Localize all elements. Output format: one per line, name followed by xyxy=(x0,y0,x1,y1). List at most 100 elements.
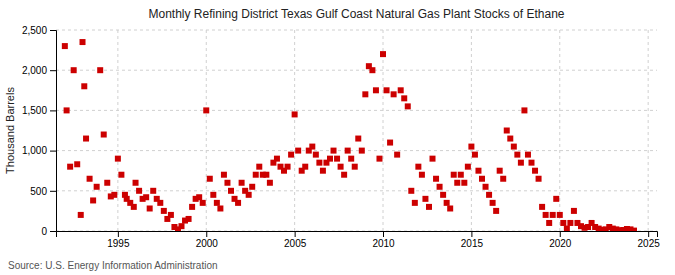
point xyxy=(224,180,230,186)
point xyxy=(384,87,390,93)
point xyxy=(408,188,414,194)
x-grid-line xyxy=(559,30,560,231)
point xyxy=(161,208,167,214)
y-tick-label: 2,000 xyxy=(22,65,47,76)
point xyxy=(267,180,273,186)
point xyxy=(387,140,393,146)
x-tick-mark xyxy=(648,231,649,237)
point xyxy=(490,200,496,206)
x-tick-label: 2015 xyxy=(461,238,484,249)
point xyxy=(334,156,340,162)
point xyxy=(525,152,531,158)
point xyxy=(518,160,524,166)
point xyxy=(292,111,298,117)
y-tick-label: 1,000 xyxy=(22,145,47,156)
point xyxy=(217,205,223,211)
point xyxy=(454,180,460,186)
point xyxy=(131,204,137,210)
point xyxy=(451,172,457,178)
x-grid-line xyxy=(117,30,118,231)
x-grid-line xyxy=(383,30,384,231)
point xyxy=(543,212,549,218)
point xyxy=(352,164,358,170)
x-tick-label: 2020 xyxy=(549,238,572,249)
y-grid-line xyxy=(56,190,657,191)
point xyxy=(228,188,234,194)
point xyxy=(412,200,418,206)
point xyxy=(288,152,294,158)
point xyxy=(472,152,478,158)
point xyxy=(426,204,432,210)
x-tick-label: 2025 xyxy=(638,238,661,249)
point xyxy=(447,205,453,211)
point xyxy=(285,164,291,170)
point xyxy=(320,168,326,174)
point xyxy=(419,172,425,178)
point xyxy=(430,156,436,162)
y-tick: 0 xyxy=(41,226,56,237)
point xyxy=(115,156,121,162)
point xyxy=(422,196,428,202)
point xyxy=(253,172,259,178)
point xyxy=(309,144,315,150)
point xyxy=(380,51,386,57)
point xyxy=(341,172,347,178)
x-tick-mark xyxy=(560,231,561,237)
point xyxy=(274,156,280,162)
point xyxy=(486,192,492,198)
y-tick-mark xyxy=(50,110,56,111)
point xyxy=(338,164,344,170)
point xyxy=(136,188,142,194)
point xyxy=(504,128,510,134)
y-tick-mark xyxy=(50,30,56,31)
x-axis: 1995200020052010201520202025 xyxy=(57,231,661,249)
point xyxy=(81,83,87,89)
point xyxy=(150,188,156,194)
x-tick: 2020 xyxy=(549,231,572,249)
x-tick-mark xyxy=(383,231,384,237)
point xyxy=(479,176,485,182)
chart: 199520002005201020152020202505001,0001,5… xyxy=(0,0,675,275)
y-axis-title: Thousand Barrels xyxy=(4,87,16,174)
point xyxy=(64,107,70,113)
point xyxy=(62,43,68,49)
x-grid-line xyxy=(206,30,207,231)
point xyxy=(468,144,474,150)
point xyxy=(71,67,77,73)
x-tick-label: 2010 xyxy=(372,238,395,249)
point xyxy=(168,212,174,218)
point xyxy=(101,132,107,138)
y-axis-line xyxy=(50,31,57,232)
point xyxy=(200,200,206,206)
y-grid-line xyxy=(56,110,657,111)
y-tick-mark xyxy=(50,151,56,152)
points xyxy=(62,39,637,231)
point xyxy=(295,148,301,154)
point xyxy=(94,184,100,190)
x-axis-line xyxy=(57,232,658,238)
x-tick-mark xyxy=(471,231,472,237)
point xyxy=(67,164,73,170)
point xyxy=(511,144,517,150)
y-tick: 1,000 xyxy=(22,145,56,156)
point xyxy=(553,196,559,202)
point xyxy=(528,160,534,166)
y-tick-label: 0 xyxy=(41,226,47,237)
y-grid-line xyxy=(56,150,657,151)
y-axis: 05001,0001,5002,0002,500 xyxy=(22,25,57,237)
y-tick: 500 xyxy=(30,186,56,197)
grid xyxy=(56,30,657,231)
x-grid-line xyxy=(648,30,649,231)
y-tick-mark xyxy=(50,70,56,71)
x-tick-mark xyxy=(295,231,296,237)
x-tick-label: 2005 xyxy=(284,238,307,249)
y-tick: 1,500 xyxy=(22,105,56,116)
point xyxy=(104,180,110,186)
y-tick-mark xyxy=(50,191,56,192)
plot-area: 199520002005201020152020202505001,0001,5… xyxy=(22,25,660,249)
point xyxy=(189,204,195,210)
point xyxy=(461,180,467,186)
point xyxy=(373,87,379,93)
x-tick-mark xyxy=(206,231,207,237)
point xyxy=(133,180,139,186)
